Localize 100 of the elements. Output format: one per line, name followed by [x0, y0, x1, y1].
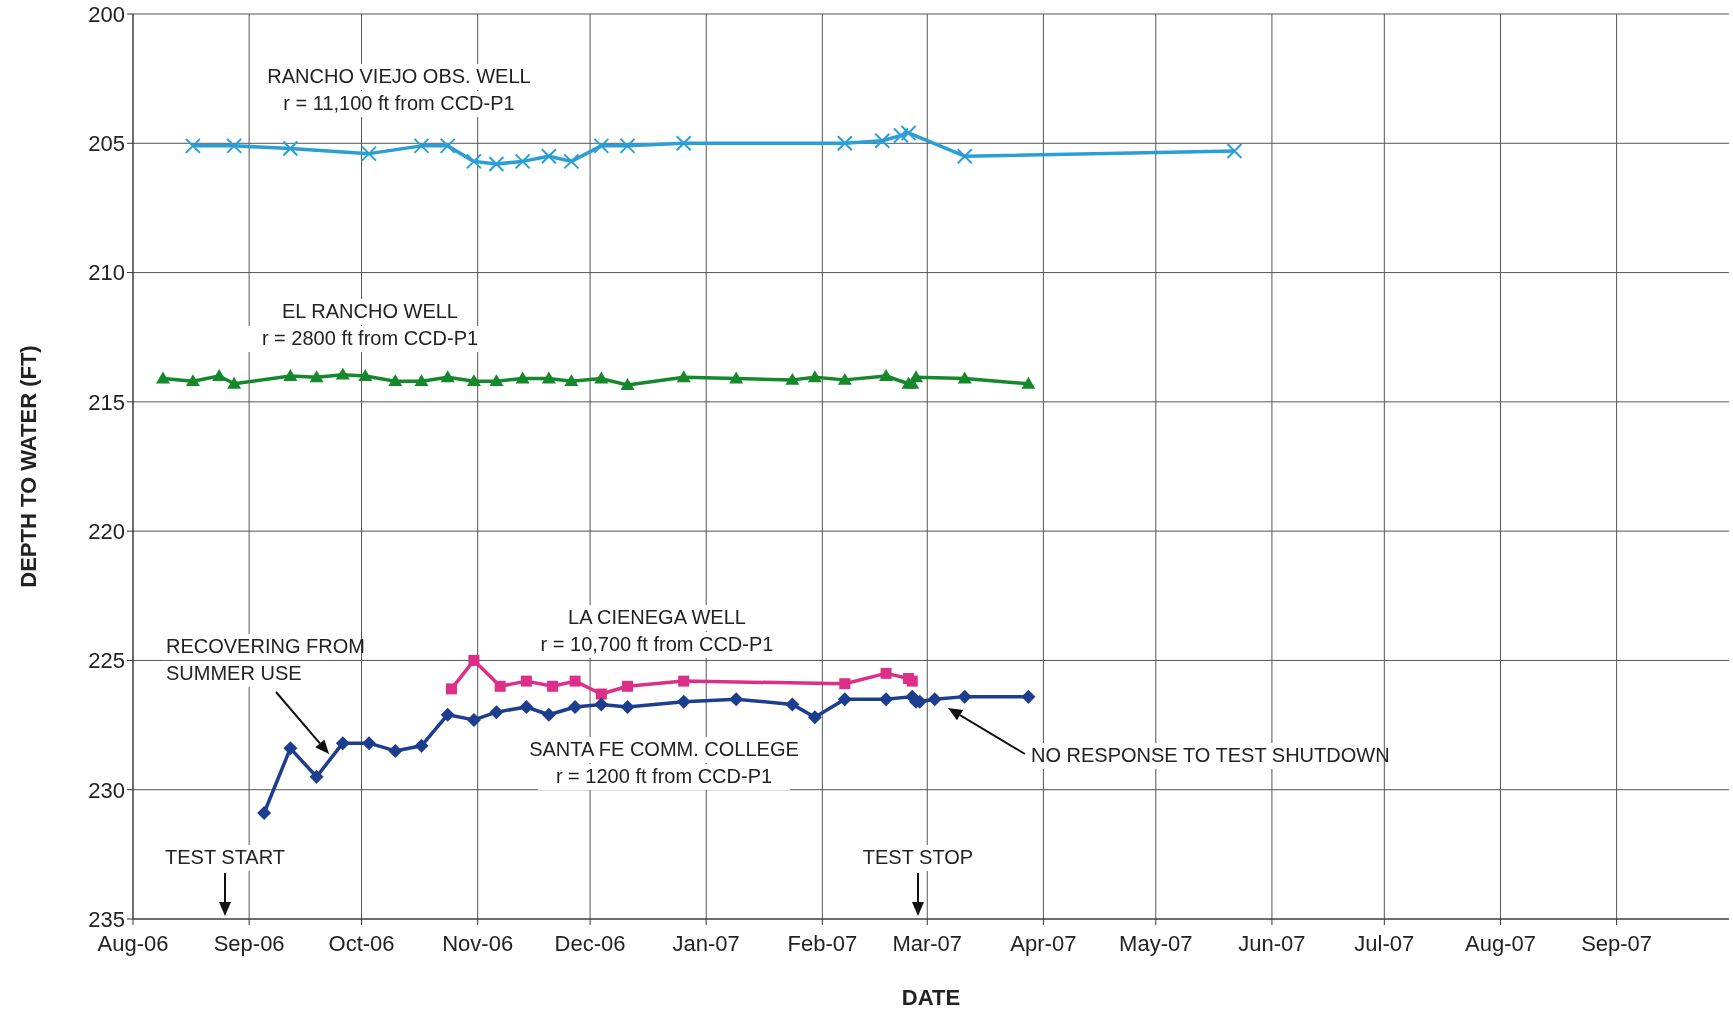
point — [880, 667, 892, 679]
point — [568, 699, 583, 714]
y-tick-label: 215 — [88, 389, 125, 415]
point — [465, 153, 482, 170]
point — [594, 697, 609, 712]
text: RANCHO VIEJO OBS. WELL — [267, 65, 531, 87]
point — [785, 697, 800, 712]
point — [619, 137, 636, 154]
point — [155, 371, 170, 384]
y-tick-label: 225 — [88, 648, 125, 674]
point — [227, 376, 242, 389]
point — [569, 675, 581, 687]
point — [807, 710, 822, 725]
point — [564, 374, 579, 387]
point — [335, 736, 350, 751]
text: EL RANCHO WELL — [282, 300, 458, 322]
point — [282, 140, 299, 157]
point — [676, 370, 691, 383]
point — [184, 137, 201, 154]
point — [593, 137, 610, 154]
point — [563, 153, 580, 170]
point — [226, 137, 243, 154]
point — [837, 372, 852, 385]
point — [514, 153, 531, 170]
y-tick-label: 220 — [88, 518, 125, 544]
point — [494, 680, 506, 692]
point — [893, 127, 910, 144]
y-tick-label: 200 — [88, 1, 125, 27]
point — [874, 132, 891, 149]
point — [488, 155, 505, 172]
point — [440, 707, 455, 722]
point — [413, 137, 430, 154]
point — [335, 367, 350, 380]
point — [900, 124, 917, 141]
point — [414, 374, 429, 387]
y-tick-label: 210 — [88, 260, 125, 286]
point — [729, 692, 744, 707]
point — [879, 369, 894, 381]
point — [807, 370, 822, 383]
point — [1226, 143, 1243, 160]
y-tick-label: 235 — [88, 906, 125, 932]
x-tick-label: Oct-06 — [328, 930, 395, 956]
point — [515, 371, 530, 384]
point — [283, 369, 298, 381]
x-tick-label: Aug-06 — [97, 930, 169, 956]
point — [927, 692, 942, 707]
point — [388, 374, 403, 387]
x-tick-label: Sep-07 — [1581, 930, 1653, 956]
point — [541, 707, 556, 722]
point — [309, 370, 324, 383]
x-tick-label: Aug-07 — [1464, 930, 1536, 956]
point — [466, 712, 481, 727]
point — [957, 371, 972, 384]
point — [541, 371, 556, 384]
point — [729, 371, 744, 384]
x-tick-label: Dec-06 — [554, 930, 626, 956]
point — [519, 699, 534, 714]
point — [445, 683, 457, 695]
annotation: TEST STOP — [862, 846, 974, 868]
x-tick-label: Jan-07 — [672, 930, 740, 956]
point — [595, 688, 607, 700]
point — [466, 374, 481, 387]
annotation: r = 2800 ft from CCD-P1 — [261, 327, 479, 349]
x-tick-label: Jun-07 — [1238, 930, 1306, 956]
point — [957, 689, 972, 704]
x-tick-label: Apr-07 — [1010, 930, 1077, 956]
point — [362, 736, 377, 751]
y-tick-label: 205 — [88, 131, 125, 157]
point — [185, 374, 200, 387]
annotation: r = 10,700 ft from CCD-P1 — [540, 633, 774, 655]
x-tick-label: Sep-06 — [213, 930, 285, 956]
point — [879, 692, 894, 707]
text: LA CIENEGA WELL — [568, 606, 746, 628]
annotation: r = 1200 ft from CCD-P1 — [555, 765, 773, 787]
point — [468, 654, 480, 666]
annotation: TEST START — [164, 846, 286, 868]
x-tick-label: Mar-07 — [892, 930, 963, 956]
point — [540, 148, 557, 165]
x-tick-label: May-07 — [1119, 930, 1193, 956]
point — [956, 148, 973, 165]
point — [257, 805, 272, 820]
point — [909, 370, 924, 383]
point — [489, 705, 504, 720]
point — [414, 738, 429, 753]
point — [678, 675, 690, 687]
x-tick-label: Feb-07 — [787, 930, 858, 956]
x-tick-label: Nov-06 — [442, 930, 514, 956]
point — [361, 145, 378, 162]
point — [439, 137, 456, 154]
point — [620, 378, 635, 390]
point — [785, 372, 800, 385]
point — [1021, 376, 1036, 389]
point — [212, 369, 227, 381]
annotation: r = 11,100 ft from CCD-P1 — [283, 92, 515, 114]
y-axis-title: DEPTH TO WATER (FT) — [15, 345, 41, 588]
point — [676, 694, 691, 709]
point — [440, 370, 455, 383]
point — [622, 680, 634, 692]
point — [489, 374, 504, 387]
point — [675, 135, 692, 152]
